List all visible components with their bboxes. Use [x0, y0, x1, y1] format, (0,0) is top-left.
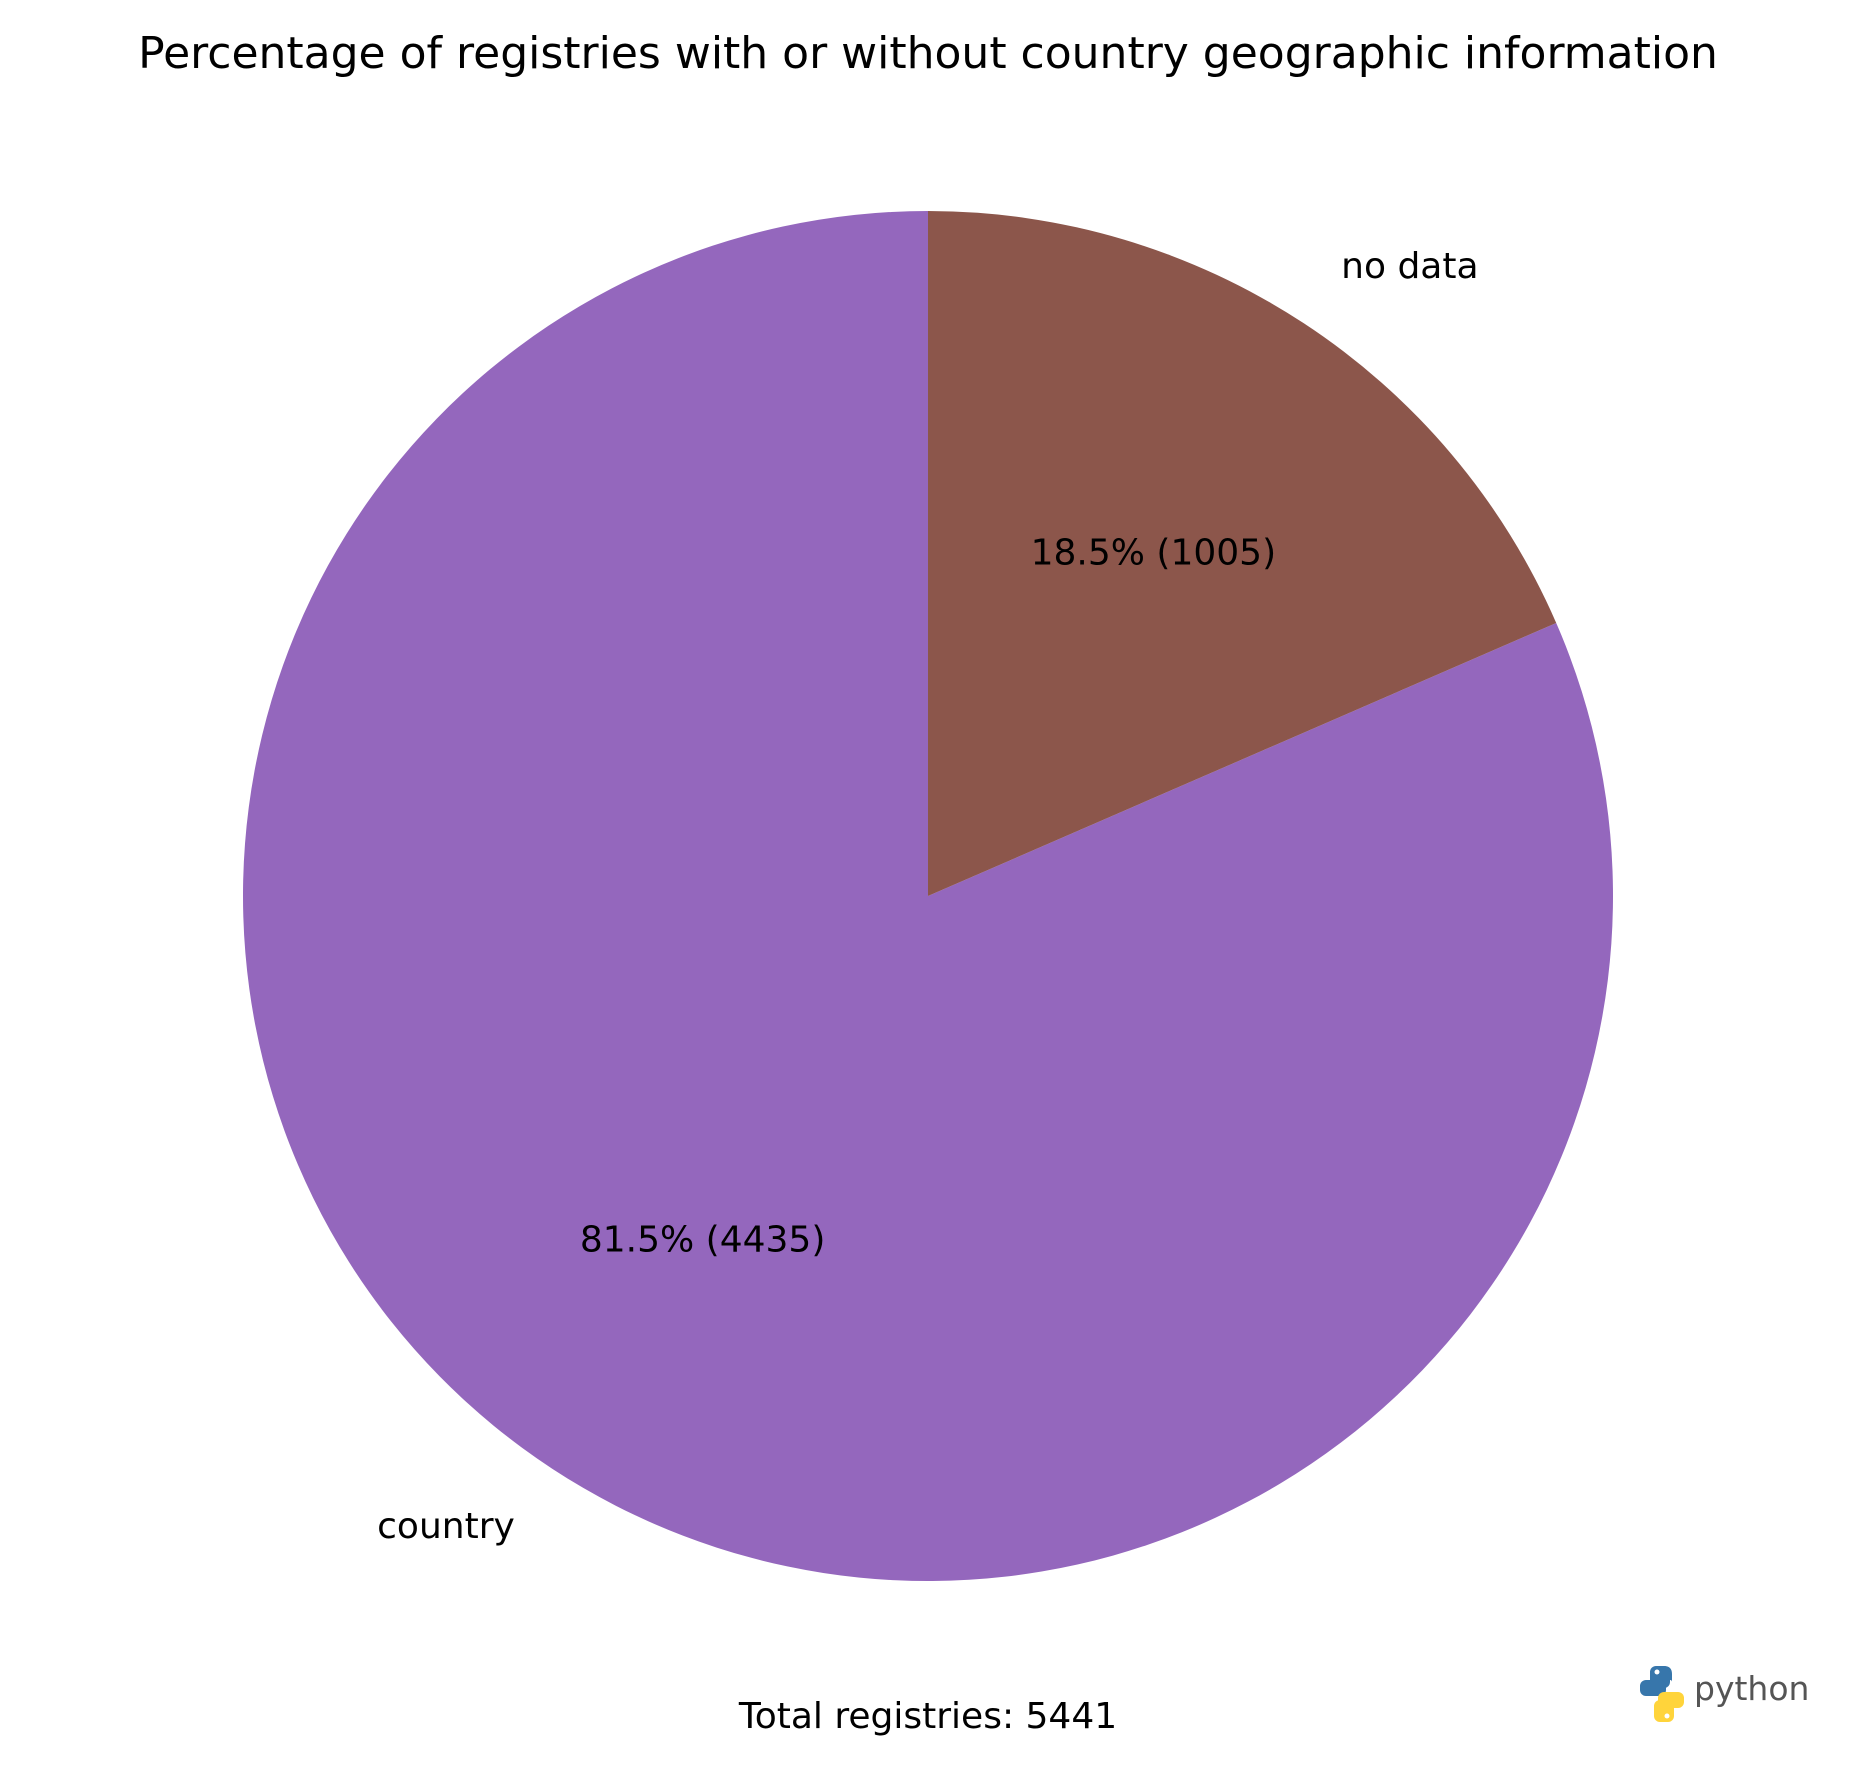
pie-labels: country 81.5% (4435) no data 18.5% (1005): [377, 246, 1478, 1547]
total-registries-text: Total registries: 5441: [738, 1696, 1117, 1737]
slice-percent-label-no-data: 18.5% (1005): [1031, 532, 1277, 573]
python-logo-icon: [1640, 1666, 1684, 1722]
pie-slice-no-data: [928, 211, 1557, 896]
pie-slices: [242, 211, 1613, 1581]
pie-slice-country: [242, 211, 1613, 1581]
slice-label-country: country: [377, 1506, 515, 1547]
python-logo-text: python: [1694, 1669, 1809, 1708]
chart-title: Percentage of registries with or without…: [138, 28, 1718, 79]
python-logo: python: [1640, 1666, 1809, 1722]
slice-label-no-data: no data: [1341, 246, 1478, 287]
slice-percent-label-country: 81.5% (4435): [580, 1220, 826, 1261]
